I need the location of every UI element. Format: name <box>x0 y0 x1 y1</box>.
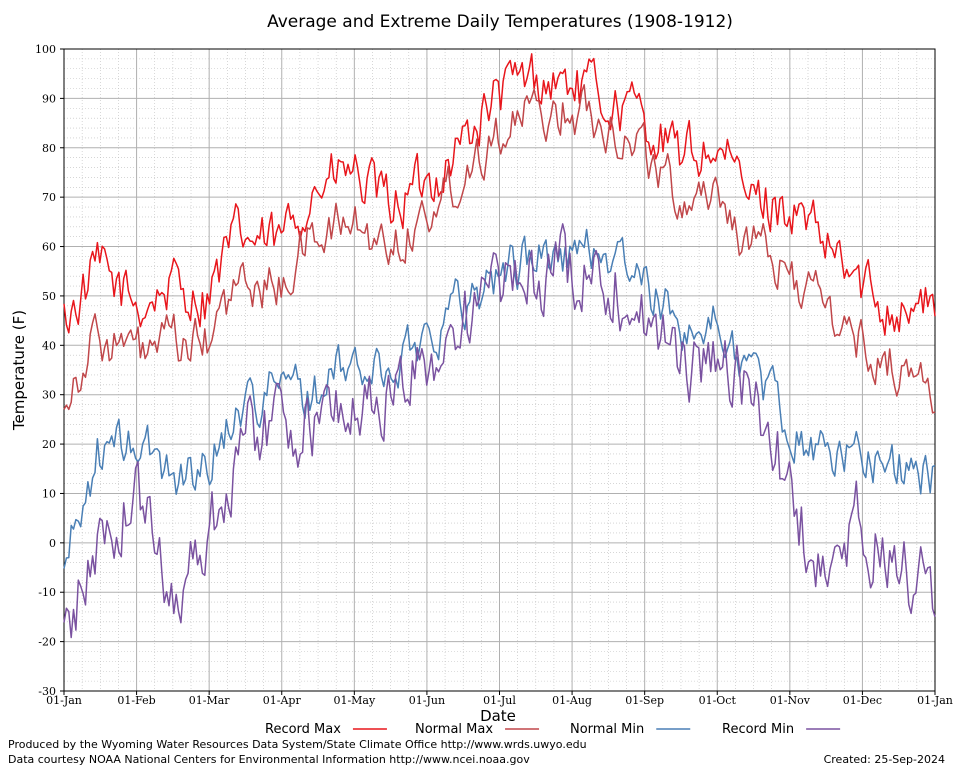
y-tick-label: 40 <box>42 339 56 352</box>
legend: Record Max Normal Max Normal Min Record Min <box>265 722 841 737</box>
x-tick-label: 01-Aug <box>552 694 592 707</box>
y-tick-label: 80 <box>42 142 56 155</box>
y-tick-label: 70 <box>42 191 56 204</box>
series-line-record-min <box>63 223 936 639</box>
x-tick-label: 01-Feb <box>117 694 155 707</box>
y-tick-label: 30 <box>42 389 56 402</box>
series-line-normal-max <box>63 84 936 414</box>
x-tick-label: 01-Sep <box>625 694 664 707</box>
y-tick-label: 0 <box>49 537 56 550</box>
credit-line-2: Data courtesy NOAA National Centers for … <box>8 753 530 766</box>
x-tick-label: 01-Jan <box>917 694 953 707</box>
x-tick-label: 01-Apr <box>263 694 302 707</box>
x-tick-label: 01-Jan <box>46 694 82 707</box>
y-tick-label: -20 <box>38 636 56 649</box>
chart-title: Average and Extreme Daily Temperatures (… <box>267 12 733 32</box>
y-tick-label: 90 <box>42 92 56 105</box>
x-tick-label: 01-Dec <box>843 694 882 707</box>
legend-label: Normal Max <box>415 722 493 737</box>
y-tick-label: -10 <box>38 586 56 599</box>
legend-label: Record Max <box>265 722 341 737</box>
series-lines <box>63 53 936 639</box>
x-tick-label: 01-Jun <box>409 694 445 707</box>
y-tick-label: 10 <box>42 487 56 500</box>
y-tick-label: 60 <box>42 241 56 254</box>
x-axis-ticks: 01-Jan 01-Feb 01-Mar 01-Apr 01-May 01-Jun 01-J… <box>46 691 953 707</box>
x-tick-label: 01-Jul <box>483 694 516 707</box>
y-axis-ticks: -30 -20 -10 0 10 20 30 40 50 60 70 80 90 100 <box>35 43 64 698</box>
credit-line-1: Produced by the Wyoming Water Resources … <box>8 738 587 751</box>
legend-label: Normal Min <box>570 722 644 737</box>
series-line-record-max <box>63 53 936 336</box>
y-tick-label: 50 <box>42 290 56 303</box>
x-tick-label: 01-Mar <box>189 694 231 707</box>
legend-label: Record Min <box>722 722 794 737</box>
x-tick-label: 01-Oct <box>699 694 737 707</box>
x-tick-label: 01-May <box>333 694 376 707</box>
y-tick-label: 20 <box>42 438 56 451</box>
x-tick-label: 01-Nov <box>770 694 811 707</box>
y-axis-label: Temperature (F) <box>10 310 28 431</box>
x-axis-label: Date <box>480 707 516 725</box>
created-date: Created: 25-Sep-2024 <box>824 753 945 766</box>
y-tick-label: 100 <box>35 43 56 56</box>
y-tick-label: -30 <box>38 685 56 698</box>
